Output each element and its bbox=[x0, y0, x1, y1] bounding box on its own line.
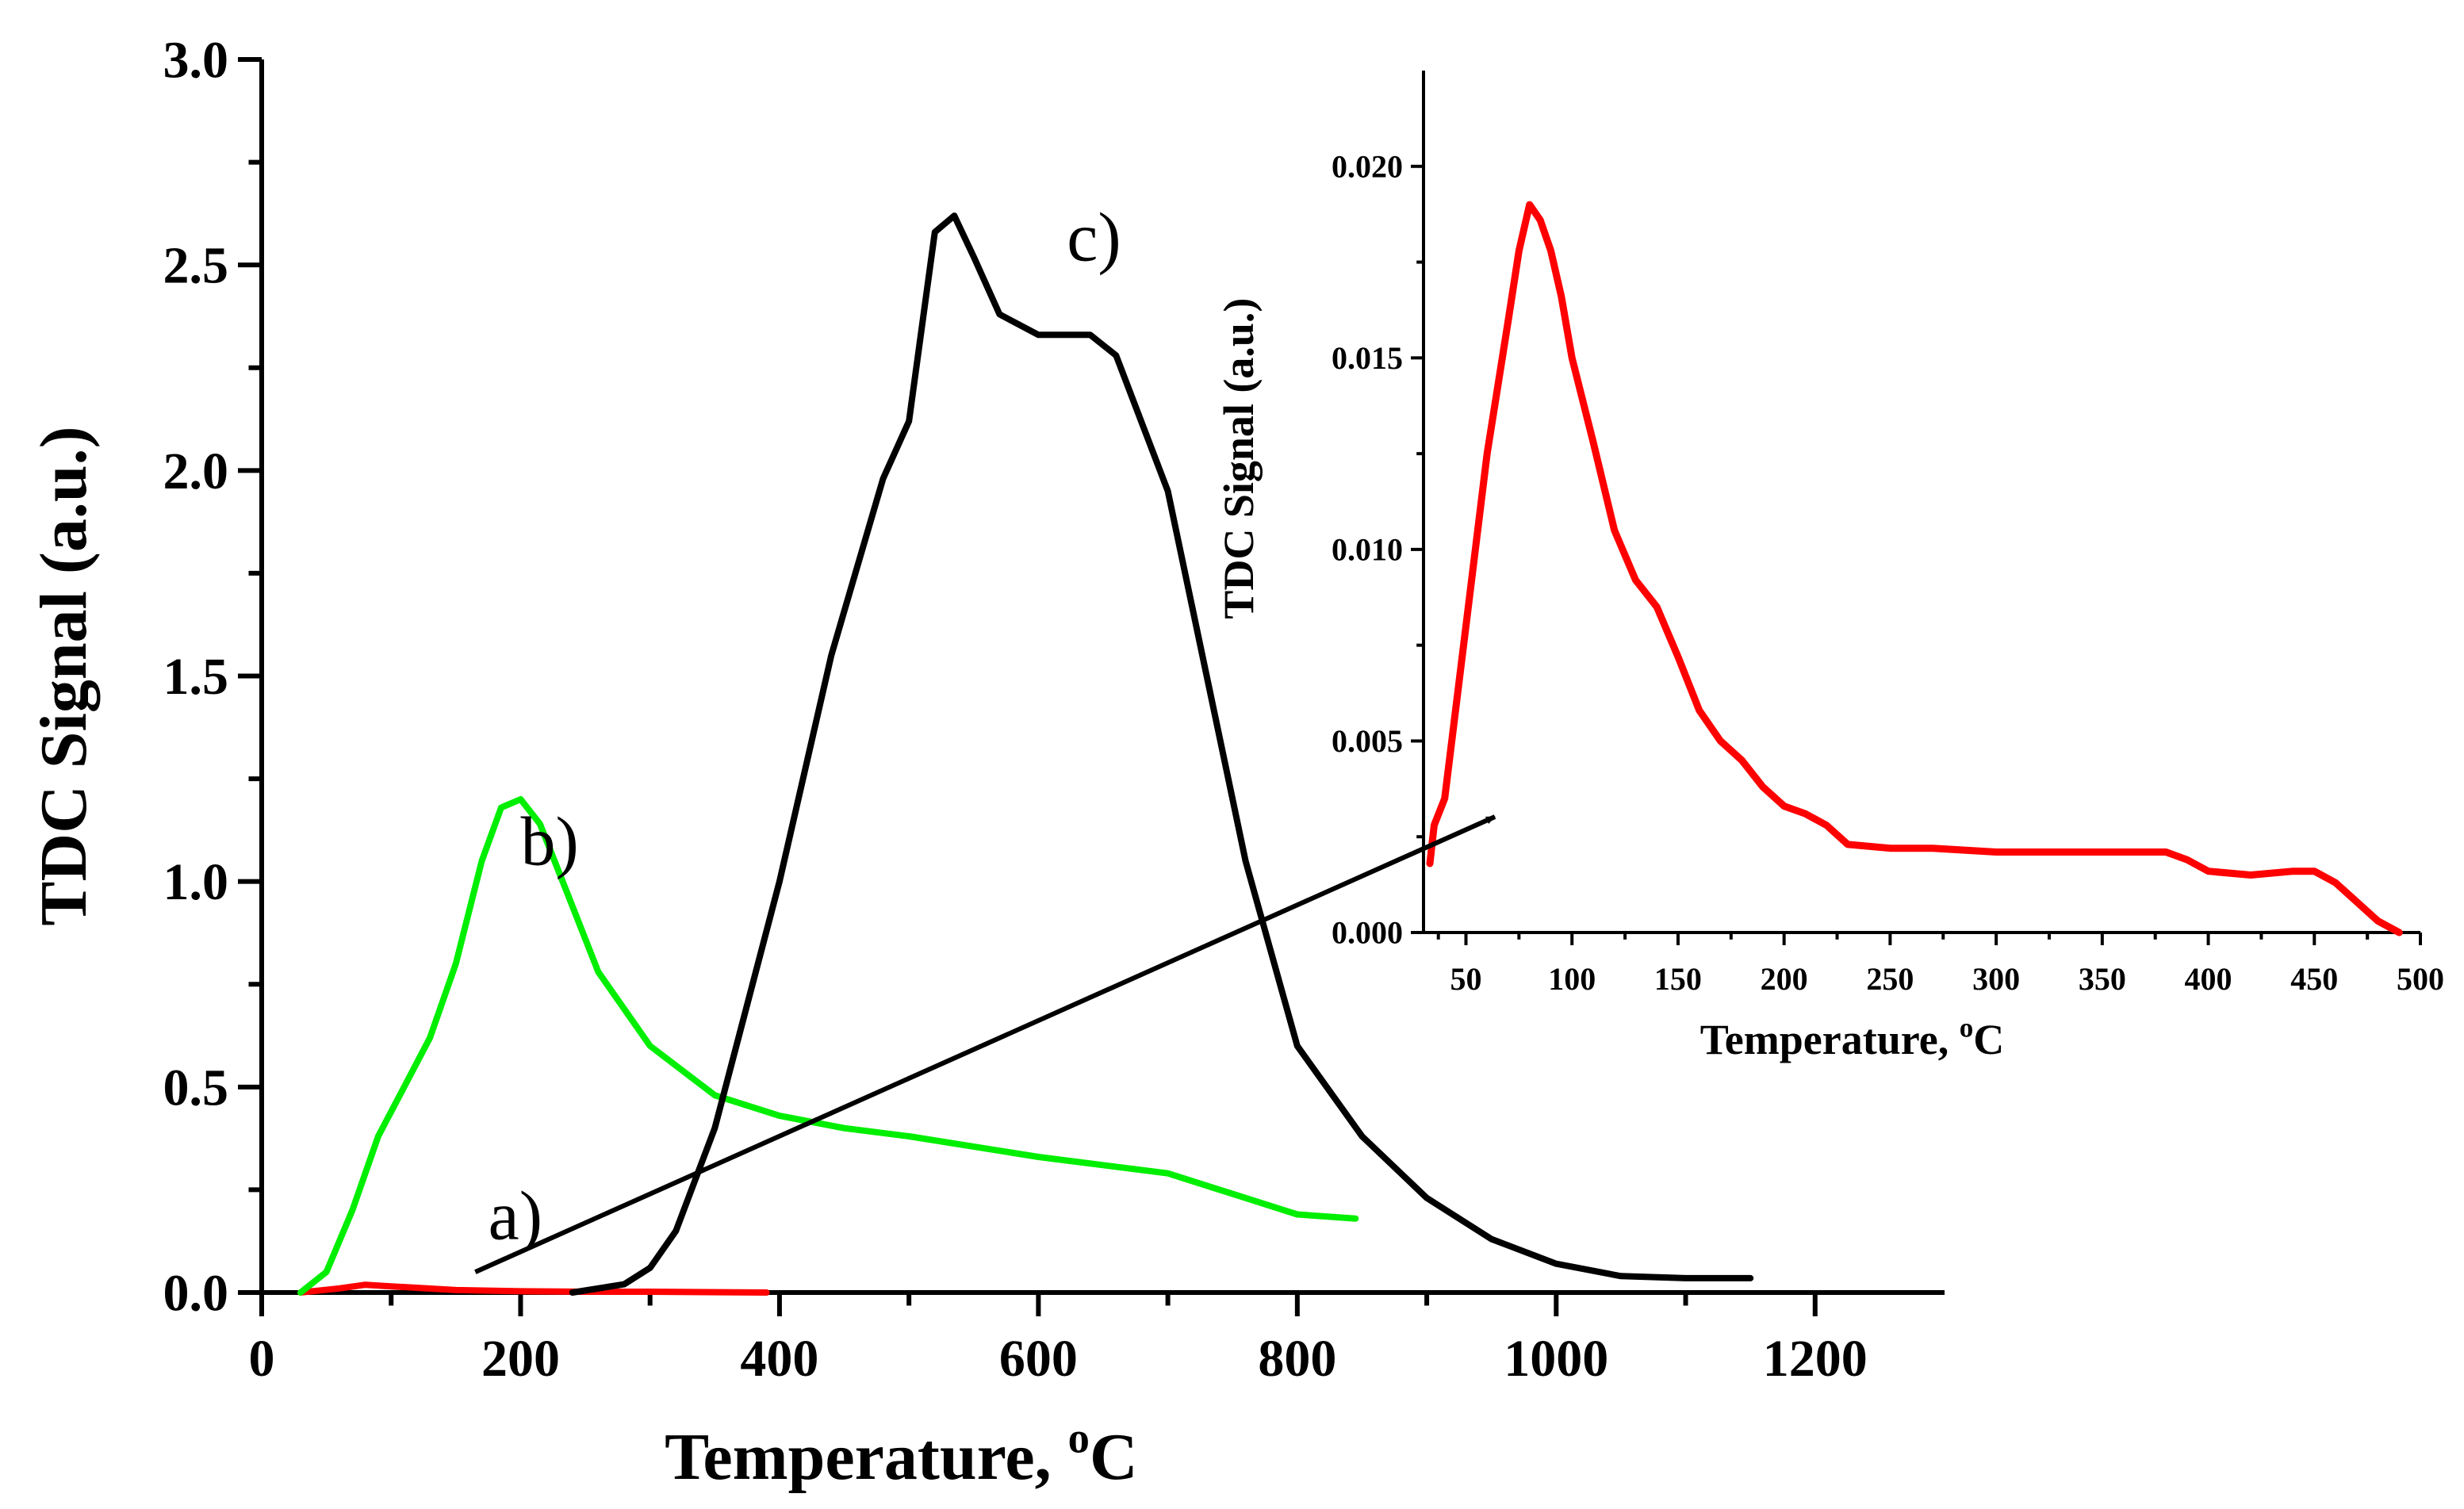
annotations: a) b) c) bbox=[474, 200, 1496, 1274]
series-line-a bbox=[1426, 201, 2403, 936]
x-axis-title-unit: C bbox=[1973, 1016, 2004, 1063]
x-tick-label: 250 bbox=[1866, 961, 1914, 997]
y-tick-label: 0.005 bbox=[1332, 723, 1403, 759]
y-axis-title: TDC Signal (a.u.) bbox=[27, 426, 101, 925]
x-tick-label: 100 bbox=[1548, 961, 1596, 997]
curve-label-a: a) bbox=[489, 1178, 542, 1254]
x-tick-label: 350 bbox=[2079, 961, 2126, 997]
x-axis-title-superscript: o bbox=[1068, 1413, 1090, 1461]
x-axis-title: Temperature, oC bbox=[665, 1413, 1138, 1494]
series-line-a bbox=[297, 1281, 770, 1296]
x-tick-label: 50 bbox=[1450, 961, 1481, 997]
curve-label-b: b) bbox=[520, 804, 578, 881]
y-tick-label: 0.000 bbox=[1332, 915, 1403, 951]
y-tick-label: 0.5 bbox=[163, 1059, 229, 1116]
x-tick-label: 1000 bbox=[1504, 1330, 1608, 1388]
x-tick-label: 800 bbox=[1258, 1330, 1336, 1388]
series-line-c bbox=[569, 213, 1754, 1296]
x-tick-label: 500 bbox=[2397, 961, 2444, 997]
x-tick-label: 0 bbox=[249, 1330, 275, 1388]
y-tick-label: 3.0 bbox=[163, 31, 229, 89]
x-axis-title-text: Temperature, bbox=[665, 1420, 1068, 1494]
x-tick-label: 200 bbox=[1761, 961, 1808, 997]
inset-plot: 50 100 150 200 250 300 350 400 450 500 0.000 0.005 0… bbox=[1215, 71, 2444, 1063]
y-tick-label: 1.0 bbox=[163, 853, 229, 911]
y-tick-label: 1.5 bbox=[163, 648, 229, 706]
y-tick-label: 0.0 bbox=[163, 1264, 229, 1322]
y-tick-label: 0.020 bbox=[1332, 148, 1403, 184]
x-tick-label: 450 bbox=[2290, 961, 2338, 997]
main-plot: 0 200 400 600 800 1000 1200 0.0 0.5 1.0 1.5 2.0 2.5 3… bbox=[27, 31, 1945, 1494]
x-tick-label: 150 bbox=[1654, 961, 1702, 997]
x-tick-label: 400 bbox=[2185, 961, 2232, 997]
x-axis-title: Temperature, oC bbox=[1700, 1012, 2005, 1063]
x-axis-title-text: Temperature, bbox=[1700, 1016, 1960, 1063]
y-tick-label: 0.015 bbox=[1332, 340, 1403, 376]
inset-pointer-arrow bbox=[474, 814, 1496, 1274]
y-tick-label: 0.010 bbox=[1332, 531, 1403, 567]
y-tick-label: 2.0 bbox=[163, 442, 229, 500]
series-line-b bbox=[297, 796, 1359, 1296]
x-tick-label: 600 bbox=[999, 1330, 1078, 1388]
x-tick-label: 1200 bbox=[1763, 1330, 1868, 1388]
x-tick-label: 200 bbox=[481, 1330, 560, 1388]
x-axis-title-superscript: o bbox=[1960, 1012, 1974, 1043]
x-tick-label: 300 bbox=[1972, 961, 2020, 997]
x-axis-title-unit: C bbox=[1090, 1420, 1138, 1494]
x-tick-label: 400 bbox=[740, 1330, 818, 1388]
y-tick-label: 2.5 bbox=[163, 237, 229, 295]
curve-label-c: c) bbox=[1067, 200, 1121, 277]
y-axis-title: TDC Signal (a.u.) bbox=[1215, 298, 1263, 619]
